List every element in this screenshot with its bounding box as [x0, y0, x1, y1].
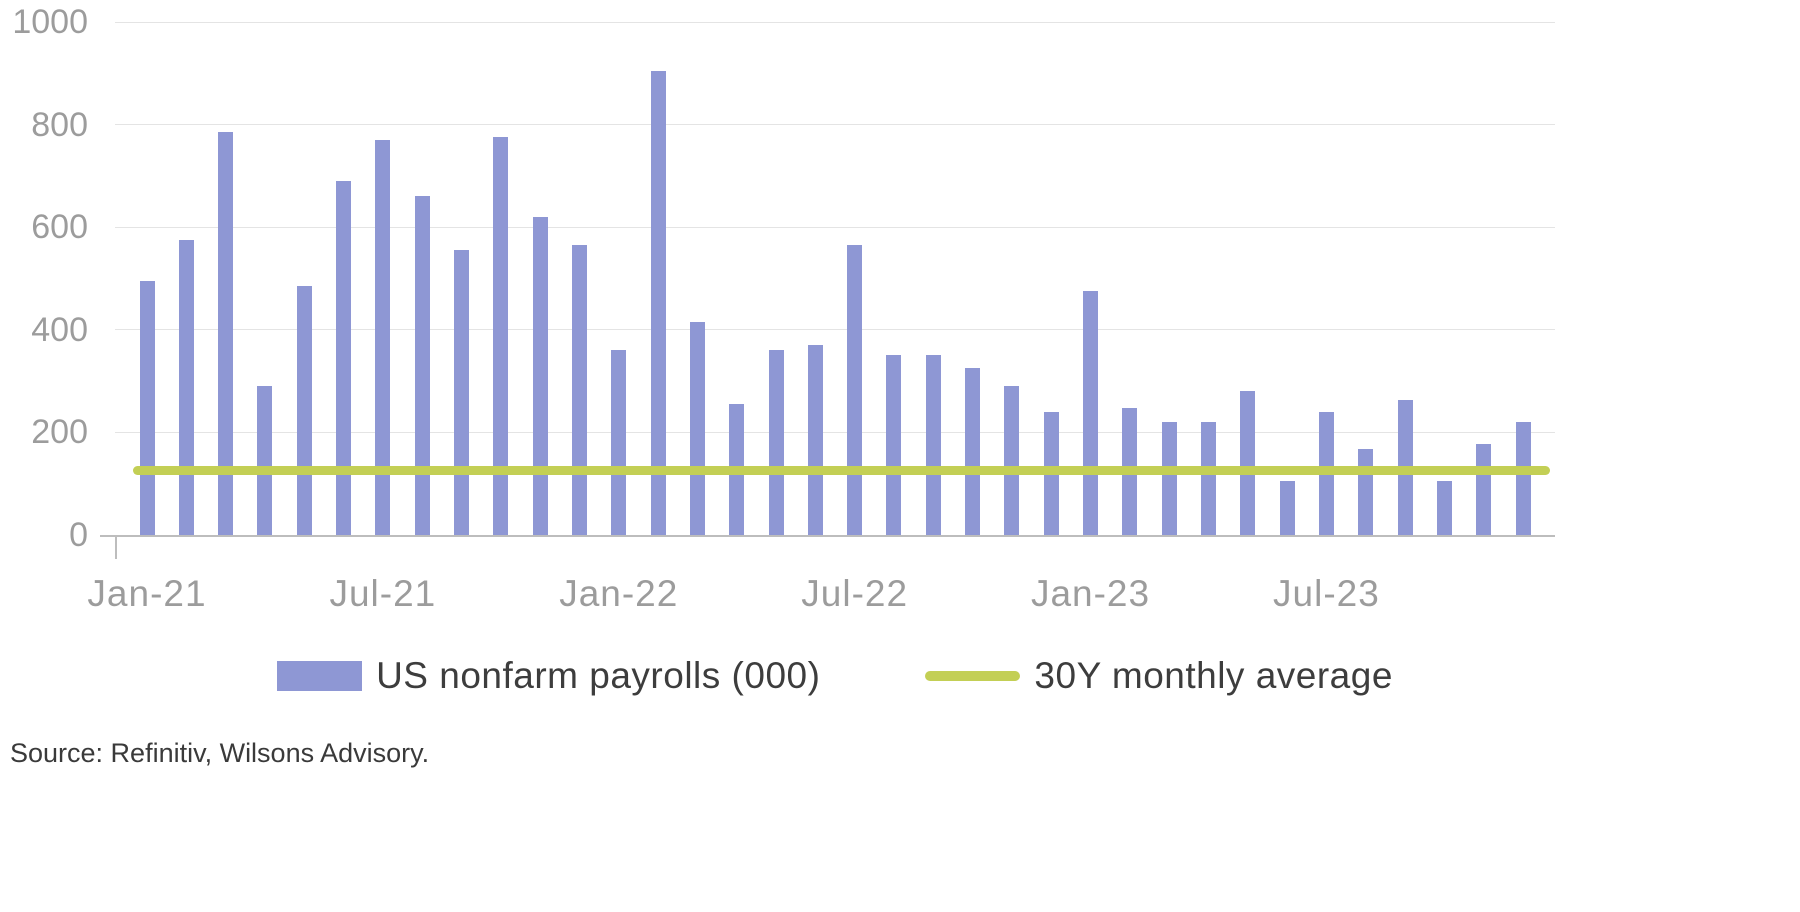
- legend-label-payrolls: US nonfarm payrolls (000): [376, 655, 821, 696]
- legend-item-average: 30Y monthly average: [925, 655, 1393, 697]
- bar-Mar-23: [1161, 422, 1177, 535]
- y-axis-label-0: 0: [69, 516, 88, 554]
- bar-Aug-21: [414, 196, 430, 535]
- x-axis-label-Jan-22: Jan-22: [559, 573, 679, 614]
- gridline-400: [115, 329, 1555, 331]
- x-axis-label-Jan-21: Jan-21: [87, 573, 207, 614]
- average-line-swatch: [925, 671, 1021, 681]
- bar-Sep-21: [454, 250, 469, 535]
- x-axis-label-Jan-23: Jan-23: [1030, 573, 1151, 614]
- bar-Apr-21: [257, 386, 273, 535]
- bar-Jun-23: [1279, 481, 1295, 535]
- bar-May-21: [296, 286, 312, 535]
- source-text: Source: Refinitiv, Wilsons Advisory.: [10, 738, 430, 768]
- bar-Dec-21: [571, 245, 587, 535]
- bar-Nov-23: [1476, 444, 1492, 535]
- x-axis-label-Jul-22: Jul-22: [801, 573, 909, 614]
- bar-Feb-21: [178, 240, 194, 535]
- x-axis-label-Jul-21: Jul-21: [329, 573, 437, 614]
- x-axis-left-tick: [115, 535, 117, 559]
- plot-area: 0 200 400 600 800 1000 Jan-21 Jul-21 Jan-22 Jul-2…: [12, 3, 1555, 614]
- bar-Jul-22: [847, 245, 863, 535]
- bar-Oct-22: [965, 368, 981, 535]
- x-axis-label-Jul-23: Jul-23: [1273, 573, 1380, 614]
- bar-Aug-22: [886, 355, 902, 535]
- bar-Jan-21: [139, 281, 155, 535]
- gridline-200: [115, 431, 1555, 433]
- bar-Nov-22: [1004, 386, 1020, 535]
- bar-Mar-21: [218, 132, 234, 535]
- legend-label-average: 30Y monthly average: [1034, 655, 1393, 696]
- bar-Apr-23: [1200, 422, 1216, 535]
- payrolls-chart: 0 200 400 600 800 1000 Jan-21 Jul-21 Jan-22 Jul-2…: [12, 3, 1555, 614]
- legend: US nonfarm payrolls (000) 30Y monthly av…: [115, 655, 1555, 697]
- bar-Jun-21: [336, 181, 352, 535]
- bar-Jan-23: [1083, 291, 1099, 535]
- bar-May-23: [1240, 391, 1256, 535]
- average-line: [133, 466, 1550, 476]
- bar-Jan-22: [611, 350, 627, 535]
- x-axis-line: [100, 535, 1555, 537]
- bar-series-swatch: [277, 661, 363, 691]
- y-axis-label-800: 800: [31, 105, 88, 144]
- bar-Oct-23: [1436, 481, 1452, 535]
- y-axis-label-400: 400: [31, 310, 88, 349]
- gridline-600: [115, 226, 1555, 228]
- bar-Dec-23: [1515, 422, 1531, 535]
- bar-Mar-22: [689, 322, 705, 535]
- legend-item-payrolls: US nonfarm payrolls (000): [277, 655, 820, 697]
- bar-Aug-23: [1358, 448, 1374, 535]
- bar-Jul-21: [375, 139, 391, 535]
- bar-Jun-22: [807, 345, 823, 535]
- bar-Sep-22: [925, 355, 941, 535]
- y-axis-label-1000: 1000: [12, 3, 88, 41]
- y-axis-label-600: 600: [31, 208, 88, 247]
- y-axis-label-200: 200: [31, 413, 88, 452]
- bar-Nov-21: [532, 216, 548, 535]
- bar-May-22: [768, 350, 784, 535]
- gridline-1000: [115, 21, 1555, 23]
- bar-Oct-21: [493, 137, 509, 535]
- gridline-800: [115, 124, 1555, 126]
- bar-Feb-22: [650, 70, 666, 535]
